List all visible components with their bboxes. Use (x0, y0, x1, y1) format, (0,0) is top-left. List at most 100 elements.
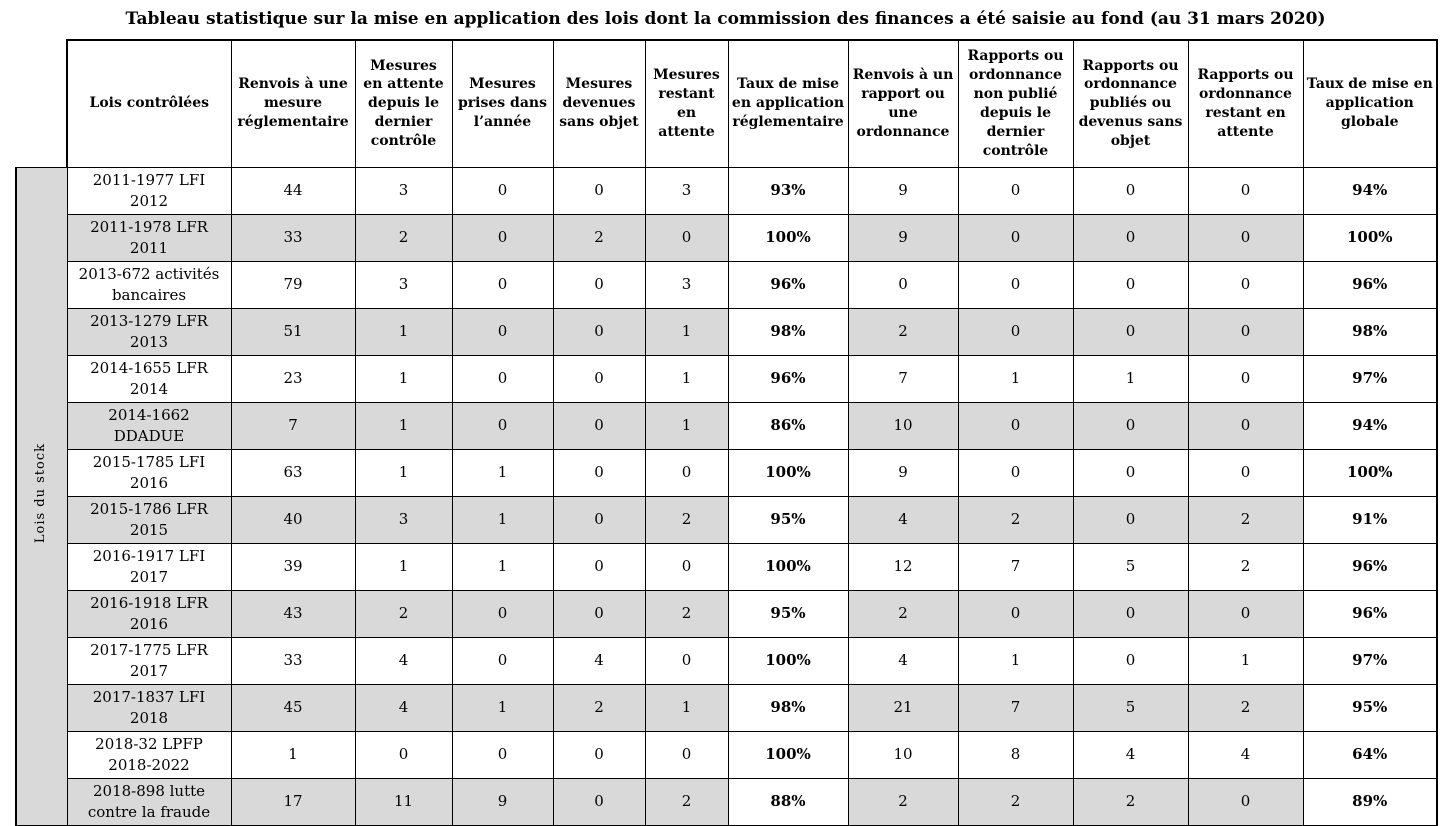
value-cell: 0 (644, 213, 729, 262)
value-cell: 1 (451, 542, 554, 591)
value-cell: 95% (727, 589, 849, 638)
value-cell: 0 (847, 260, 959, 309)
law-row: 2014-1662 DDADUE 7 1 0 0 1 86% 10 0 0 0 94% (16, 401, 1438, 450)
column-header: Rapports ou ordonnance publiés ou devenu… (1072, 39, 1189, 168)
column-header: Mesures prises dans l’année (451, 39, 554, 168)
value-cell: 100% (727, 636, 849, 685)
value-cell: 7 (230, 401, 356, 450)
value-cell: 0 (1187, 401, 1304, 450)
value-cell: 0 (1187, 448, 1304, 497)
value-cell: 39 (230, 542, 356, 591)
value-cell: 0 (957, 589, 1074, 638)
value-cell: 0 (552, 307, 646, 356)
column-header: Mesures devenues sans objet (552, 39, 646, 168)
value-cell: 89% (1302, 777, 1438, 826)
law-row: 2016-1917 LFI 2017 39 1 1 0 0 100% 12 7 5 2 96% (16, 542, 1438, 591)
value-cell: 2 (552, 683, 646, 732)
column-header: Lois contrôlées (66, 39, 232, 168)
value-cell: 0 (451, 307, 554, 356)
value-cell: 1 (354, 542, 453, 591)
value-cell: 0 (1187, 777, 1304, 826)
law-row-label: 2015-1786 LFR 2015 (66, 495, 232, 544)
column-header: Rapports ou ordonnance non publié depuis… (957, 39, 1074, 168)
value-cell: 100% (1302, 213, 1438, 262)
value-cell: 64% (1302, 730, 1438, 779)
value-cell: 5 (1072, 683, 1189, 732)
column-header: Mesures restant en attente (644, 39, 729, 168)
value-cell: 0 (1187, 213, 1304, 262)
value-cell: 0 (451, 213, 554, 262)
value-cell: 0 (957, 448, 1074, 497)
value-cell: 0 (1187, 166, 1304, 215)
value-cell: 0 (1072, 589, 1189, 638)
value-cell: 0 (644, 636, 729, 685)
value-cell: 0 (957, 307, 1074, 356)
law-row: 2011-1978 LFR 2011 33 2 0 2 0 100% 9 0 0 0 100% (16, 213, 1438, 262)
value-cell: 94% (1302, 401, 1438, 450)
law-row-label: 2017-1837 LFI 2018 (66, 683, 232, 732)
value-cell: 2 (354, 589, 453, 638)
value-cell: 100% (727, 213, 849, 262)
value-cell: 4 (354, 636, 453, 685)
value-cell: 1 (230, 730, 356, 779)
value-cell: 88% (727, 777, 849, 826)
value-cell: 4 (847, 495, 959, 544)
value-cell: 95% (1302, 683, 1438, 732)
value-cell: 1 (1072, 354, 1189, 403)
value-cell: 9 (847, 448, 959, 497)
value-cell: 0 (957, 260, 1074, 309)
law-row: 2016-1918 LFR 2016 43 2 0 0 2 95% 2 0 0 0 96% (16, 589, 1438, 638)
value-cell: 0 (552, 777, 646, 826)
value-cell: 45 (230, 683, 356, 732)
law-row-label: 2013-1279 LFR 2013 (66, 307, 232, 356)
law-row-label: 2014-1655 LFR 2014 (66, 354, 232, 403)
value-cell: 44 (230, 166, 356, 215)
value-cell: 1 (957, 636, 1074, 685)
value-cell: 0 (1072, 260, 1189, 309)
value-cell: 0 (451, 354, 554, 403)
law-row-label: 2015-1785 LFI 2016 (66, 448, 232, 497)
law-row-label: 2017-1775 LFR 2017 (66, 636, 232, 685)
value-cell: 9 (847, 213, 959, 262)
law-row-label: 2016-1918 LFR 2016 (66, 589, 232, 638)
value-cell: 0 (354, 730, 453, 779)
value-cell: 0 (552, 542, 646, 591)
value-cell: 98% (1302, 307, 1438, 356)
statistics-table: Lois contrôlées Renvois à une mesure régl… (15, 39, 1438, 826)
column-header: Rapports ou ordonnance restant en attent… (1187, 39, 1304, 168)
value-cell: 0 (1187, 354, 1304, 403)
value-cell: 91% (1302, 495, 1438, 544)
column-header: Taux de mise en application réglementair… (727, 39, 849, 168)
value-cell: 100% (1302, 448, 1438, 497)
column-header: Mesures en attente depuis le dernier con… (354, 39, 453, 168)
value-cell: 1 (354, 401, 453, 450)
value-cell: 96% (1302, 589, 1438, 638)
value-cell: 98% (727, 683, 849, 732)
value-cell: 2 (644, 777, 729, 826)
value-cell: 95% (727, 495, 849, 544)
value-cell: 1 (957, 354, 1074, 403)
value-cell: 2 (847, 777, 959, 826)
value-cell: 5 (1072, 542, 1189, 591)
value-cell: 0 (552, 354, 646, 403)
group-label: Lois du stock (15, 166, 68, 826)
value-cell: 43 (230, 589, 356, 638)
value-cell: 0 (451, 730, 554, 779)
value-cell: 2 (1072, 777, 1189, 826)
law-row: 2014-1655 LFR 2014 23 1 0 0 1 96% 7 1 1 0 97% (16, 354, 1438, 403)
value-cell: 0 (451, 166, 554, 215)
value-cell: 2 (1187, 542, 1304, 591)
value-cell: 96% (727, 260, 849, 309)
law-row-label: 2011-1977 LFI 2012 (66, 166, 232, 215)
value-cell: 2 (1187, 683, 1304, 732)
value-cell: 100% (727, 730, 849, 779)
law-row: 2018-32 LPFP 2018-2022 1 0 0 0 0 100% 10 8 4 4 64% (16, 730, 1438, 779)
column-header: Renvois à un rapport ou une ordonnance (847, 39, 959, 168)
value-cell: 3 (354, 260, 453, 309)
value-cell: 0 (644, 542, 729, 591)
value-cell: 0 (644, 730, 729, 779)
value-cell: 3 (354, 495, 453, 544)
value-cell: 1 (644, 307, 729, 356)
value-cell: 33 (230, 213, 356, 262)
